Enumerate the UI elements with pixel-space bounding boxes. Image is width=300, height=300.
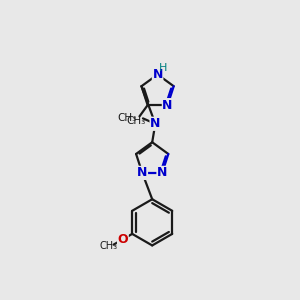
Text: N: N bbox=[150, 117, 160, 130]
Text: H: H bbox=[159, 63, 167, 73]
Text: CH₃: CH₃ bbox=[126, 116, 146, 126]
Text: N: N bbox=[152, 68, 163, 81]
Text: N: N bbox=[157, 167, 167, 179]
Text: CH₃: CH₃ bbox=[118, 112, 137, 123]
Text: CH₃: CH₃ bbox=[100, 241, 118, 251]
Text: O: O bbox=[118, 233, 128, 246]
Text: N: N bbox=[137, 167, 147, 179]
Text: N: N bbox=[162, 99, 173, 112]
